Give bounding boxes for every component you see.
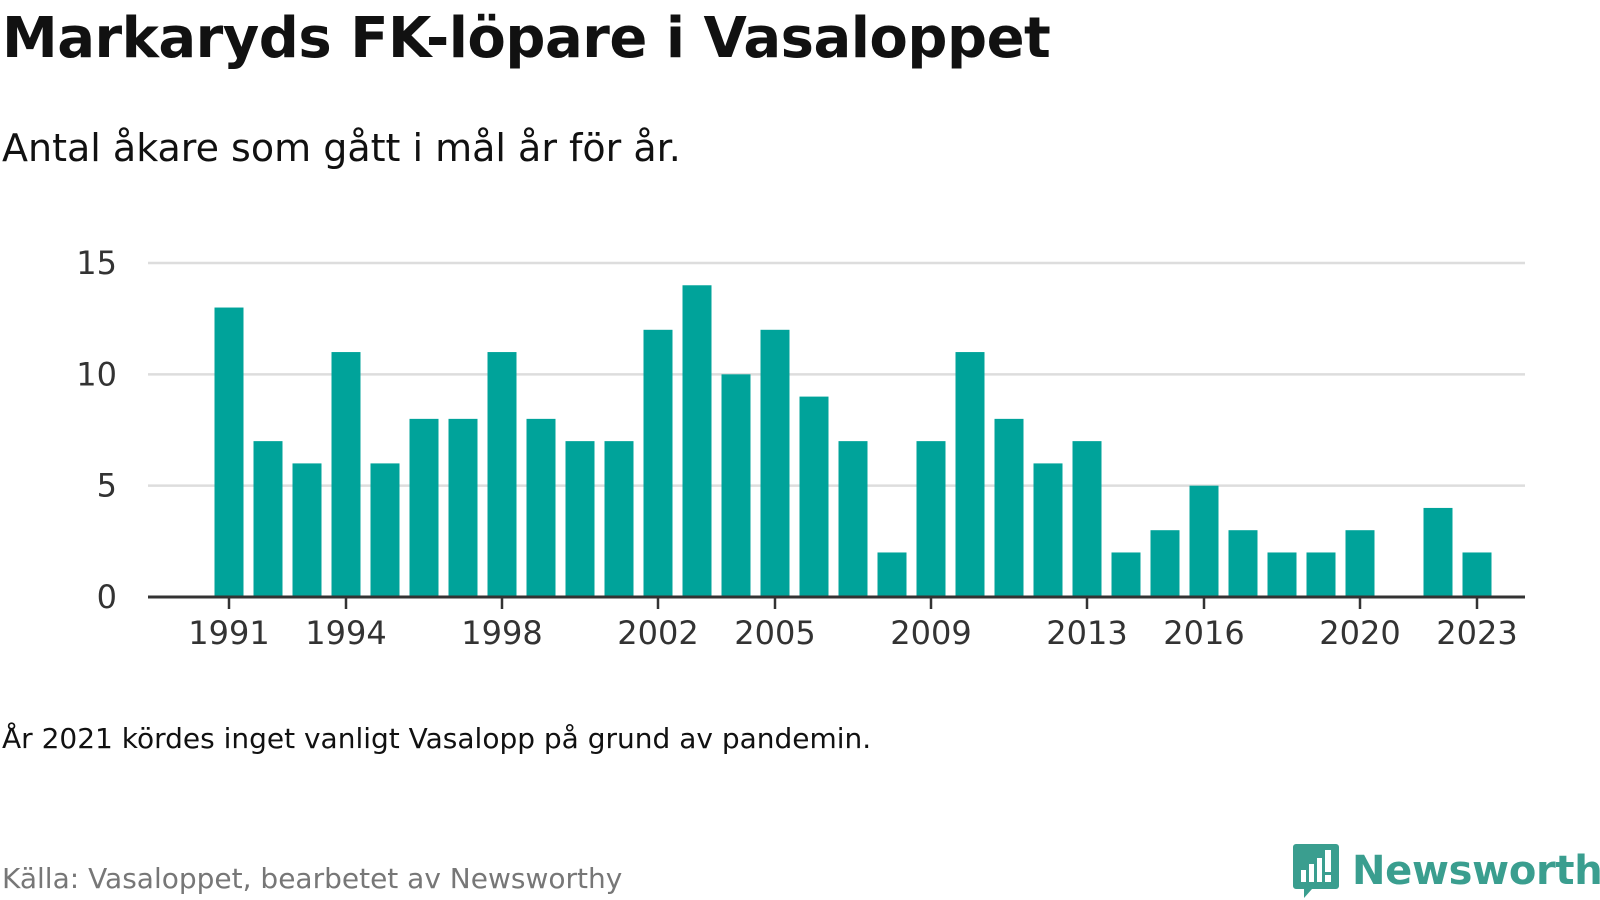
x-tick-label: 1994	[305, 614, 386, 652]
brand-name: Newsworthy	[1352, 848, 1600, 894]
bar-chart: 0 5 10 15 1991 1994 1998 2002 2005 2009 2013 2016 2…	[76, 244, 1525, 652]
bar-2014	[1111, 552, 1141, 597]
x-tick-label: 2023	[1436, 614, 1517, 652]
bar-2011	[994, 418, 1024, 597]
bar-1999	[526, 418, 556, 597]
y-tick-label: 15	[76, 244, 117, 282]
x-tick-label: 2016	[1163, 614, 1244, 652]
chart-title: Markaryds FK-löpare i Vasaloppet	[2, 6, 1051, 71]
bar-2007	[838, 441, 868, 597]
bar-2013	[1072, 441, 1102, 597]
bar-2017	[1228, 530, 1258, 597]
bar-2015	[1150, 530, 1180, 597]
bar-1993	[292, 463, 322, 597]
bar-2000	[565, 441, 595, 597]
bar-2002	[643, 329, 673, 597]
y-tick-label: 5	[97, 467, 117, 505]
chart-subtitle: Antal åkare som gått i mål år för år.	[2, 126, 681, 170]
bar-2001	[604, 441, 634, 597]
bar-2018	[1267, 552, 1297, 597]
bar-1995	[370, 463, 400, 597]
bar-2008	[877, 552, 907, 597]
x-tick-label: 2020	[1319, 614, 1400, 652]
bar-2012	[1033, 463, 1063, 597]
bar-2005	[760, 329, 790, 597]
bar-2010	[955, 352, 985, 597]
x-tick-label: 2009	[890, 614, 971, 652]
bar-2009	[916, 441, 946, 597]
y-axis-ticks: 0 5 10 15	[76, 244, 117, 616]
x-tick-label: 1991	[188, 614, 269, 652]
x-tick-label: 2005	[734, 614, 815, 652]
bar-2016	[1189, 485, 1219, 597]
x-tick-label: 2013	[1046, 614, 1127, 652]
bar-2020	[1345, 530, 1375, 597]
bars	[214, 285, 1492, 597]
x-tick-label: 1998	[461, 614, 542, 652]
bar-1996	[409, 418, 439, 597]
bar-2004	[721, 374, 751, 597]
bar-1994	[331, 352, 361, 597]
bar-1991	[214, 307, 244, 597]
x-axis-ticks: 1991 1994 1998 2002 2005 2009 2013 2016 2020 2023	[188, 597, 1518, 652]
y-tick-label: 0	[97, 578, 117, 616]
y-tick-label: 10	[76, 355, 117, 393]
bar-1997	[448, 418, 478, 597]
source-text: Källa: Vasaloppet, bearbetet av Newswort…	[2, 862, 623, 895]
bar-2023	[1462, 552, 1492, 597]
x-tick-label: 2002	[617, 614, 698, 652]
bar-1998	[487, 352, 517, 597]
chart-note: År 2021 kördes inget vanligt Vasalopp på…	[2, 722, 872, 755]
brand: Newsworthy	[1292, 842, 1600, 900]
bar-1992	[253, 441, 283, 597]
bar-2006	[799, 396, 829, 597]
bar-2003	[682, 285, 712, 597]
newsworthy-logo-icon	[1293, 844, 1339, 898]
bar-2022	[1423, 507, 1453, 597]
bar-2019	[1306, 552, 1336, 597]
